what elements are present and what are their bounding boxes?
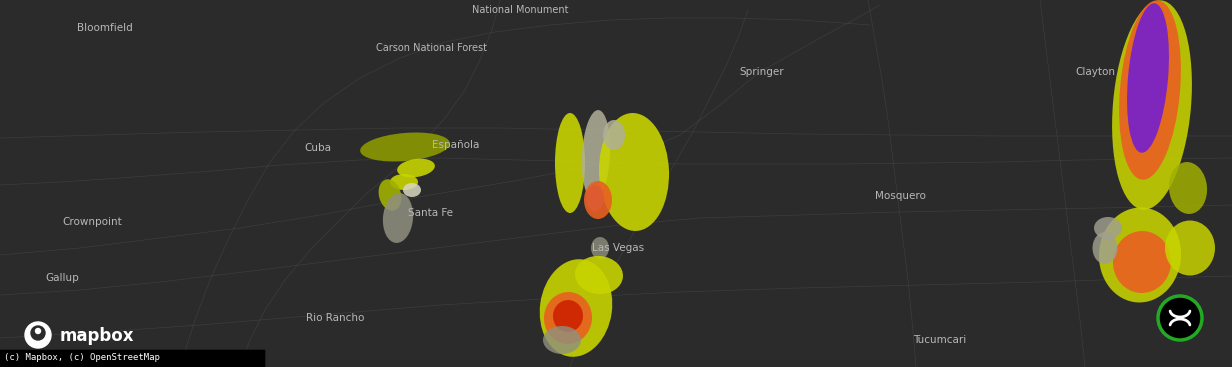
Ellipse shape <box>1119 0 1181 180</box>
Text: Bloomfield: Bloomfield <box>78 23 133 33</box>
Ellipse shape <box>1093 232 1117 264</box>
Ellipse shape <box>1165 221 1215 276</box>
Ellipse shape <box>545 292 593 344</box>
Text: Santa Fe: Santa Fe <box>408 208 452 218</box>
Text: Rio Rancho: Rio Rancho <box>306 313 365 323</box>
Ellipse shape <box>383 193 413 243</box>
Ellipse shape <box>575 256 623 294</box>
Circle shape <box>25 322 51 348</box>
Text: Springer: Springer <box>739 67 785 77</box>
Text: Crownpoint: Crownpoint <box>62 217 122 227</box>
Ellipse shape <box>591 237 609 259</box>
Text: National Monument: National Monument <box>472 5 568 15</box>
Ellipse shape <box>360 132 450 161</box>
Ellipse shape <box>1112 231 1170 293</box>
Text: Carson National Forest: Carson National Forest <box>377 43 488 53</box>
Ellipse shape <box>391 174 418 190</box>
Ellipse shape <box>378 179 402 211</box>
Ellipse shape <box>1094 217 1122 239</box>
Ellipse shape <box>403 183 421 197</box>
Circle shape <box>1158 296 1202 340</box>
Ellipse shape <box>584 181 612 219</box>
Ellipse shape <box>1127 3 1169 153</box>
Ellipse shape <box>1099 207 1181 302</box>
Ellipse shape <box>582 110 610 200</box>
Text: Grants: Grants <box>168 350 202 360</box>
Text: Mosquero: Mosquero <box>875 191 925 201</box>
Circle shape <box>31 326 46 340</box>
FancyBboxPatch shape <box>0 350 265 367</box>
Ellipse shape <box>543 326 582 354</box>
Ellipse shape <box>602 120 625 150</box>
Text: Española: Española <box>432 140 479 150</box>
Text: (c) Mapbox, (c) OpenStreetMap: (c) Mapbox, (c) OpenStreetMap <box>4 353 160 363</box>
Ellipse shape <box>553 300 583 332</box>
Text: Las Vegas: Las Vegas <box>591 243 644 253</box>
Ellipse shape <box>554 113 585 213</box>
Text: mapbox: mapbox <box>60 327 134 345</box>
Ellipse shape <box>397 159 435 177</box>
Ellipse shape <box>540 259 612 357</box>
Ellipse shape <box>586 185 604 211</box>
Text: Clayton: Clayton <box>1076 67 1115 77</box>
Ellipse shape <box>599 113 669 231</box>
Text: Cuba: Cuba <box>304 143 331 153</box>
Ellipse shape <box>1169 162 1207 214</box>
Text: Tucumcari: Tucumcari <box>913 335 967 345</box>
Circle shape <box>36 328 41 334</box>
Ellipse shape <box>1112 0 1191 210</box>
Text: Gallup: Gallup <box>46 273 79 283</box>
